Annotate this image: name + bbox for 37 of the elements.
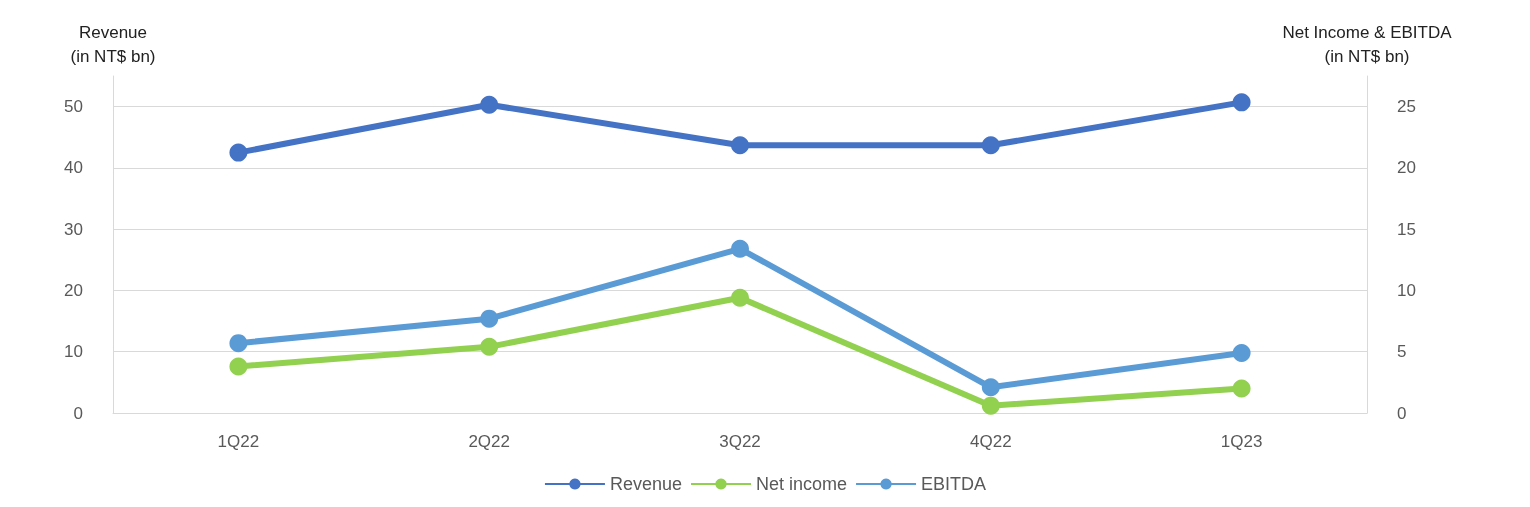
point (229, 334, 248, 353)
point (1232, 93, 1251, 112)
point (480, 337, 499, 356)
point (731, 288, 749, 307)
legend-label: EBITDA (921, 474, 987, 494)
y-tick-label: 30 (64, 219, 83, 239)
point (480, 95, 499, 114)
point (981, 136, 1000, 155)
point (731, 136, 749, 155)
point (1232, 379, 1251, 398)
y2-tick-label: 25 (1397, 97, 1416, 117)
point (981, 378, 1000, 397)
x-tick-label: 4Q22 (970, 432, 1012, 451)
x-tick-label: 1Q23 (1220, 432, 1263, 451)
y-tick-label: 20 (64, 280, 83, 300)
y-tick-label: 40 (64, 158, 83, 178)
point (480, 309, 499, 328)
y-tick-label: 0 (73, 403, 83, 423)
y2-tick-label: 10 (1397, 280, 1416, 300)
y-axis-title: Revenue (in NT$ bn) (70, 22, 156, 66)
y2-tick-label: 5 (1397, 342, 1407, 362)
y2-tick-label: 0 (1397, 403, 1407, 423)
point (229, 357, 248, 376)
y-tick-label: 50 (64, 97, 83, 117)
y2-axis-title: Net Income & EBITDA (in NT$ bn) (1282, 22, 1453, 66)
y-tick-label: 10 (64, 342, 83, 362)
point (229, 143, 248, 162)
legend-label: Net income (756, 474, 848, 494)
y2-tick-label: 15 (1397, 219, 1416, 239)
x-tick-label: 1Q22 (217, 432, 260, 451)
x-tick-label: 3Q22 (719, 432, 761, 451)
point (731, 239, 749, 258)
x-tick-label: 2Q22 (468, 432, 510, 451)
legend-label: Revenue (609, 474, 683, 494)
point (981, 396, 1000, 415)
point (1232, 343, 1251, 362)
y2-tick-label: 20 (1397, 158, 1416, 178)
